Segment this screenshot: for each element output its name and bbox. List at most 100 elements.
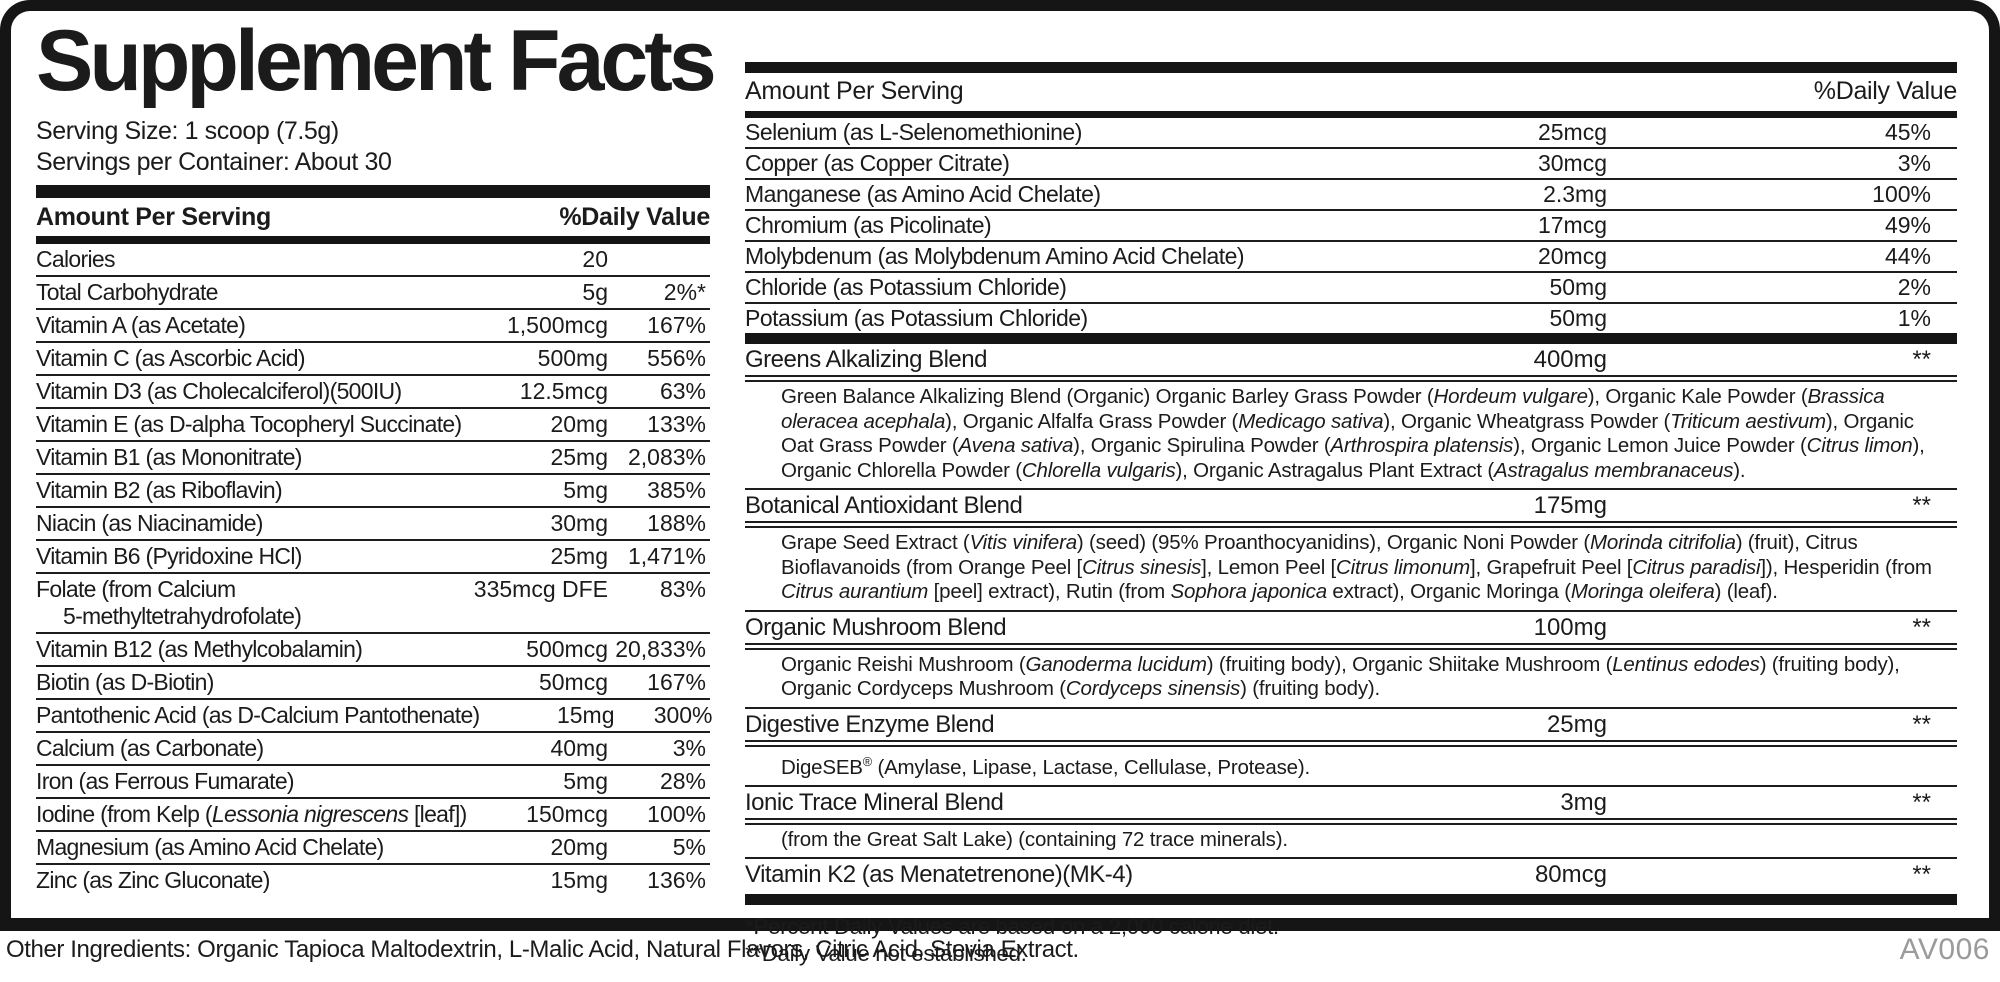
nutrient-amount: 25mg xyxy=(550,543,608,570)
nutrient-amount: 5g xyxy=(582,279,608,306)
nutrient-name: Chloride (as Potassium Chloride) xyxy=(745,274,1067,300)
table-row: Niacin (as Niacinamide) 30mg 188% xyxy=(36,508,710,542)
nutrient-amount: 30mg xyxy=(550,510,608,537)
nutrient-dv: 100% xyxy=(1872,181,1931,207)
nutrient-name: Manganese (as Amino Acid Chelate) xyxy=(745,181,1101,207)
nutrient-dv: 28% xyxy=(659,768,706,795)
nutrient-dv: 3% xyxy=(672,735,706,762)
serving-info: Serving Size: 1 scoop (7.5g) Servings pe… xyxy=(36,116,710,178)
nutrient-name: Biotin (as D-Biotin) xyxy=(36,669,214,696)
table-row: Selenium (as L-Selenomethionine) 25mcg 4… xyxy=(745,118,1957,149)
blend-amount: 400mg xyxy=(1533,346,1607,373)
nutrient-amount: 500mg xyxy=(537,345,608,372)
footnotes: *Percent Daily Values are based on a 2,0… xyxy=(745,913,1957,967)
table-row-folate: Folate (from Calcium 5-methyltetrahydrof… xyxy=(36,574,710,635)
blend-row: Greens Alkalizing Blend 400mg ** xyxy=(745,344,1957,377)
table-row: Copper (as Copper Citrate) 30mcg 3% xyxy=(745,149,1957,180)
nutrient-name: Vitamin B12 (as Methylcobalamin) xyxy=(36,636,363,663)
table-row: Potassium (as Potassium Chloride) 50mg 1… xyxy=(745,304,1957,333)
table-row: Manganese (as Amino Acid Chelate) 2.3mg … xyxy=(745,180,1957,211)
nutrient-dv: 188% xyxy=(647,510,706,537)
nutrient-amount: 50mcg xyxy=(538,669,608,696)
nutrient-dv: 2%* xyxy=(663,279,706,306)
servings-per-container-line: Servings per Container: About 30 xyxy=(36,148,392,177)
nutrient-name: Selenium (as L-Selenomethionine) xyxy=(745,119,1082,145)
blend-amount: 80mcg xyxy=(1534,861,1607,889)
blend-row: Botanical Antioxidant Blend 175mg ** xyxy=(745,490,1957,523)
divider-bar xyxy=(745,333,1957,344)
nutrient-amount: 20 xyxy=(582,246,608,273)
table-row: Vitamin C (as Ascorbic Acid) 500mg 556% xyxy=(36,343,710,377)
nutrient-dv: 1% xyxy=(1897,305,1931,331)
table-row: Vitamin A (as Acetate) 1,500mcg 167% xyxy=(36,310,710,344)
nutrient-amount: 2.3mg xyxy=(1543,181,1607,207)
nutrient-dv: 2,083% xyxy=(627,444,706,471)
blend-dv: ** xyxy=(1912,613,1931,641)
nutrient-dv: 3% xyxy=(1897,150,1931,176)
footnote-not-established: **Daily Value not established. xyxy=(745,941,1027,967)
amount-per-serving-heading: Amount Per Serving xyxy=(36,203,271,232)
nutrient-amount: 5mg xyxy=(563,768,608,795)
blend-name: Organic Mushroom Blend xyxy=(745,613,1007,641)
table-row: Vitamin E (as D-alpha Tocopheryl Succina… xyxy=(36,409,710,443)
nutrient-amount: 30mcg xyxy=(1537,150,1607,176)
nutrient-dv: 300% xyxy=(653,702,713,729)
blend-name: Botanical Antioxidant Blend xyxy=(745,492,1023,519)
nutrient-amount: 40mg xyxy=(550,735,608,762)
nutrient-name: Zinc (as Zinc Gluconate) xyxy=(36,867,270,894)
right-table: Selenium (as L-Selenomethionine) 25mcg 4… xyxy=(745,118,1957,333)
table-row: Zinc (as Zinc Gluconate) 15mg 136% xyxy=(36,865,710,896)
blend-dv: ** xyxy=(1912,710,1931,738)
footnote-daily-values: *Percent Daily Values are based on a 2,0… xyxy=(745,914,1279,940)
blend-name: Vitamin K2 (as Menatetrenone)(MK-4) xyxy=(745,861,1133,889)
daily-value-heading: %Daily Value xyxy=(1813,77,1958,105)
table-row: Vitamin B1 (as Mononitrate) 25mg 2,083% xyxy=(36,442,710,476)
page-title: Supplement Facts xyxy=(36,13,717,109)
table-row: Magnesium (as Amino Acid Chelate) 20mg 5… xyxy=(36,832,710,866)
blend-row: Vitamin K2 (as Menatetrenone)(MK-4) 80mc… xyxy=(745,859,1957,890)
table-row: Vitamin B6 (Pyridoxine HCl) 25mg 1,471% xyxy=(36,541,710,575)
divider-bar xyxy=(745,62,1957,73)
nutrient-dv: 133% xyxy=(647,411,706,438)
table-row: Total Carbohydrate 5g 2%* xyxy=(36,277,710,311)
blend-description: DigeSEB® (Amylase, Lipase, Lactase, Cell… xyxy=(745,744,1957,787)
left-panel: Supplement Facts Serving Size: 1 scoop (… xyxy=(36,13,717,896)
nutrient-amount: 20mcg xyxy=(1537,243,1607,269)
blend-row: Organic Mushroom Blend 100mg ** xyxy=(745,612,1957,645)
nutrient-dv: 167% xyxy=(647,669,706,696)
nutrient-name: Calcium (as Carbonate) xyxy=(36,735,264,762)
nutrient-name: Total Carbohydrate xyxy=(36,279,218,306)
divider-bar xyxy=(36,185,710,199)
nutrient-dv: 49% xyxy=(1884,212,1931,238)
nutrient-name: Vitamin A (as Acetate) xyxy=(36,312,246,339)
nutrient-amount: 12.5mcg xyxy=(519,378,608,405)
nutrient-amount: 1,500mcg xyxy=(506,312,608,339)
nutrient-dv: 385% xyxy=(647,477,706,504)
table-row: Molybdenum (as Molybdenum Amino Acid Che… xyxy=(745,242,1957,273)
nutrient-name: Copper (as Copper Citrate) xyxy=(745,150,1010,176)
blend-row: Ionic Trace Mineral Blend 3mg ** xyxy=(745,787,1957,820)
nutrient-amount: 150mcg xyxy=(526,801,608,828)
table-row: Iron (as Ferrous Fumarate) 5mg 28% xyxy=(36,766,710,800)
blend-dv: ** xyxy=(1912,492,1931,519)
nutrient-amount: 25mcg xyxy=(1537,119,1607,145)
serving-size-line: Serving Size: 1 scoop (7.5g) xyxy=(36,117,339,146)
nutrient-amount: 20mg xyxy=(550,411,608,438)
nutrient-dv: 63% xyxy=(659,378,706,405)
table-row: Biotin (as D-Biotin) 50mcg 167% xyxy=(36,667,710,701)
nutrient-name: Iron (as Ferrous Fumarate) xyxy=(36,768,295,795)
nutrient-dv: 556% xyxy=(647,345,706,372)
blend-amount: 175mg xyxy=(1533,492,1607,519)
nutrient-name: Niacin (as Niacinamide) xyxy=(36,510,263,537)
nutrient-amount: 50mg xyxy=(1549,305,1607,331)
nutrient-amount: 5mg xyxy=(563,477,608,504)
daily-value-heading: %Daily Value xyxy=(559,203,710,232)
nutrient-name: Vitamin C (as Ascorbic Acid) xyxy=(36,345,306,372)
nutrient-dv: 45% xyxy=(1884,119,1931,145)
nutrient-name: Iodine (from Kelp (Lessonia nigrescens [… xyxy=(36,801,467,828)
nutrient-name-line1: Folate (from Calcium xyxy=(36,576,236,603)
divider-bar xyxy=(745,111,1957,118)
table-row: Vitamin B2 (as Riboflavin) 5mg 385% xyxy=(36,475,710,509)
blend-row: Digestive Enzyme Blend 25mg ** xyxy=(745,709,1957,742)
